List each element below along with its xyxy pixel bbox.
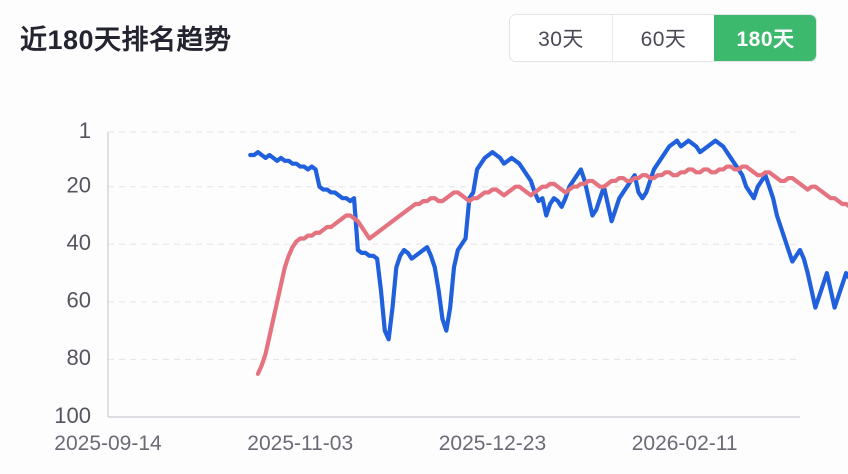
rank-trend-chart[interactable]: 1 20 40 60 80 100 2025-09-14 2025-11-03 2025-12… bbox=[0, 78, 848, 474]
range-button-180[interactable]: 180天 bbox=[714, 15, 816, 61]
x-tick-label: 2025-12-23 bbox=[439, 432, 546, 455]
range-button-60[interactable]: 60天 bbox=[612, 15, 714, 61]
x-tick-label: 2025-11-03 bbox=[247, 432, 353, 455]
series-layer bbox=[248, 138, 848, 376]
x-tick-label: 2026-02-11 bbox=[632, 432, 738, 455]
card-header: 近180天排名趋势 30天 60天 180天 bbox=[0, 0, 848, 78]
y-tick-label: 40 bbox=[67, 230, 91, 255]
y-tick-label: 60 bbox=[67, 288, 91, 313]
page-title: 近180天排名趋势 bbox=[20, 25, 232, 55]
y-tick-label: 20 bbox=[67, 173, 91, 198]
y-tick-label: 100 bbox=[54, 403, 91, 428]
range-toggle-group[interactable]: 30天 60天 180天 bbox=[509, 14, 817, 62]
x-axis-tick-labels: 2025-09-14 2025-11-03 2025-12-23 2026-02-11 bbox=[54, 432, 737, 455]
x-tick-label: 2025-09-14 bbox=[54, 432, 162, 455]
y-tick-label: 80 bbox=[67, 345, 91, 370]
y-tick-label: 1 bbox=[79, 118, 91, 143]
y-axis-tick-labels: 1 20 40 60 80 100 bbox=[54, 118, 91, 428]
series-line-pink-series bbox=[255, 164, 848, 376]
range-button-30[interactable]: 30天 bbox=[510, 15, 612, 61]
chart-svg: 1 20 40 60 80 100 2025-09-14 2025-11-03 2025-12… bbox=[54, 118, 848, 455]
axis-lines bbox=[107, 132, 800, 418]
